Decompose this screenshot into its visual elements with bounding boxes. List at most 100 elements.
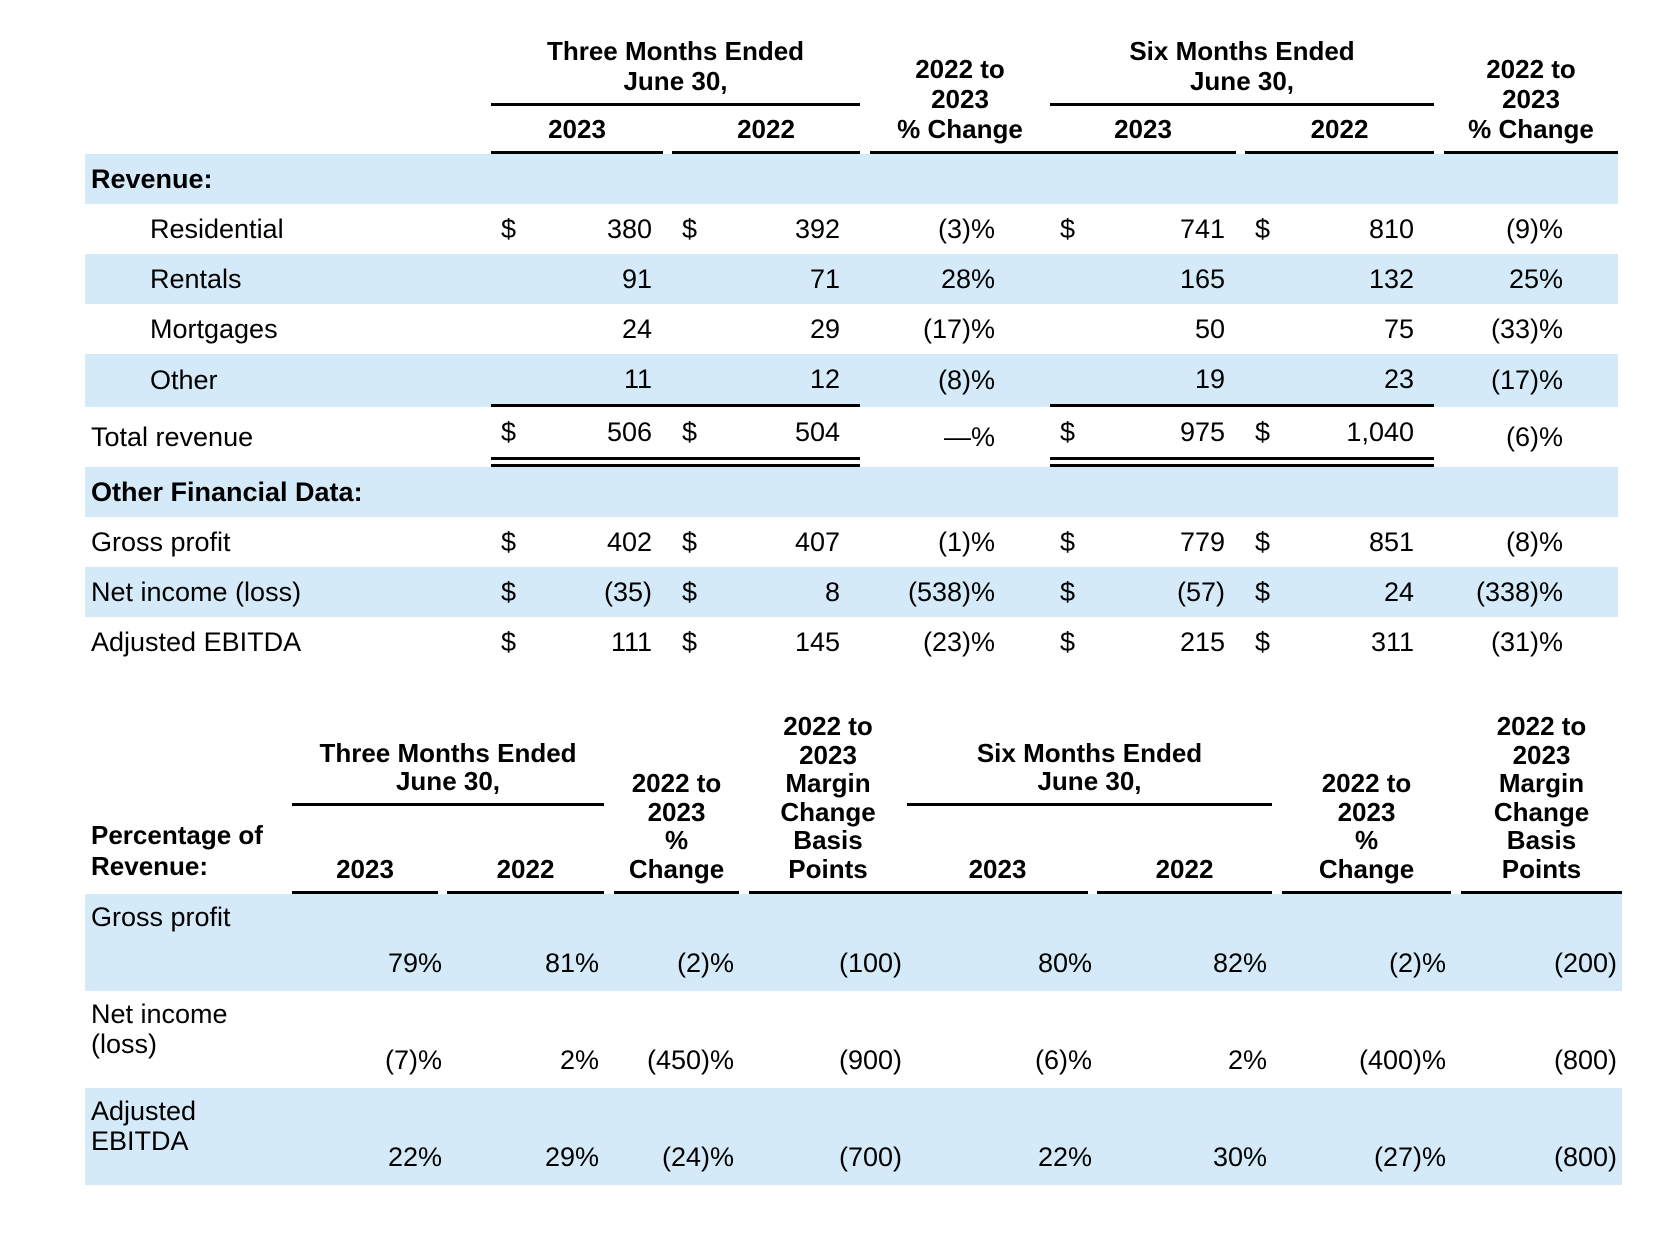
row-label: Net income (loss) xyxy=(85,567,491,617)
cell-pct-change: (2)% xyxy=(604,893,739,991)
cell-dollar: $ xyxy=(682,626,698,657)
cell-dollar: $ xyxy=(1050,407,1090,467)
cell-pct-change: (3)% xyxy=(937,213,995,244)
row-label: Gross profit xyxy=(85,893,292,991)
cell-value: (57) xyxy=(1090,567,1245,617)
row-label: Adjusted EBITDA xyxy=(85,1087,292,1185)
cell-pct-change: (24)% xyxy=(604,1087,739,1185)
cell-value: 779 xyxy=(1179,526,1225,557)
cell-value: 504 xyxy=(710,407,860,467)
cell-pct: 2% xyxy=(1227,1044,1267,1075)
table2-header-groups: Percentage of Revenue: Three Months Ende… xyxy=(85,712,1622,894)
cell-dollar xyxy=(491,354,529,407)
cell-dollar xyxy=(491,254,529,304)
table2-header-years: 2023 2022 2023 2022 xyxy=(85,806,1622,894)
cell-dollar xyxy=(672,354,710,407)
row-label: Adjusted EBITDA xyxy=(91,626,302,657)
table-row-gross-profit: Gross profit $ 402 $ 407 (1)% $ 779 $ 85… xyxy=(85,517,1618,567)
cell-pct-change: (338)% xyxy=(1434,567,1618,617)
pct-change-header-left: 2022 to 2023 % Change xyxy=(604,712,739,894)
row-label: Rentals xyxy=(85,254,491,304)
cell-dollar: $ xyxy=(1245,407,1285,467)
table-row-net-income-loss: Net income (loss) $ (35) $ 8 (538)% $ (5… xyxy=(85,567,1618,617)
cell-value: 975 xyxy=(1090,407,1245,467)
cell-value: 23 xyxy=(1285,354,1434,407)
cell-dollar: $ xyxy=(682,526,698,557)
cell-dollar: $ xyxy=(1255,626,1271,657)
table-row-adjusted-ebitda: Adjusted EBITDA $ 111 $ 145 (23)% $ 215 … xyxy=(85,617,1618,667)
cell-dollar: $ xyxy=(1060,626,1076,657)
six-months-group-header: Six Months Ended June 30, xyxy=(1050,22,1434,106)
cell-pct: 80% xyxy=(907,893,1097,991)
table-row-adjusted-ebitda-pct: Adjusted EBITDA 22% 29% (24)% (700) 22% … xyxy=(85,1087,1622,1185)
pct-change-label-left: 2022 to 2023 % Change xyxy=(870,54,1050,154)
cell-value: 11 xyxy=(529,354,672,407)
cell-dollar xyxy=(491,304,529,354)
cell-dollar: $ xyxy=(501,213,517,244)
year-header-2023-three: 2023 xyxy=(491,106,672,154)
cell-pct-change: (17)% xyxy=(1434,354,1618,407)
year-header-2022-six: 2022 xyxy=(1245,106,1434,154)
cell-value: 12 xyxy=(710,354,860,407)
three-months-label: Three Months Ended June 30, xyxy=(292,738,604,806)
year-header-2022-three: 2022 xyxy=(672,106,860,154)
cell-pct-change: 25% xyxy=(1434,254,1618,304)
cell-pct: 30% xyxy=(1097,1087,1272,1185)
cell-dollar: $ xyxy=(682,213,698,244)
table-row-gross-profit-pct: Gross profit 79% 81% (2)% (100) 80% 82% … xyxy=(85,893,1622,991)
cell-pct: 79% xyxy=(292,893,447,991)
cell-pct-change: (400)% xyxy=(1358,1044,1446,1075)
cell-value: 165 xyxy=(1090,254,1245,304)
table1-header-years: 2023 2022 2023 2022 xyxy=(85,106,1618,154)
cell-dollar: $ xyxy=(491,407,529,467)
cell-dollar: $ xyxy=(1245,567,1285,617)
cell-basis-points: (800) xyxy=(1553,1044,1617,1075)
pct-change-label-right: 2022 to 2023 % Change xyxy=(1282,769,1451,894)
table1-header-groups: Three Months Ended June 30, 2022 to 2023… xyxy=(85,22,1618,154)
cell-value: 145 xyxy=(794,626,840,657)
cell-pct: (6)% xyxy=(1034,1044,1092,1075)
cell-value: 91 xyxy=(529,254,672,304)
cell-pct-change: (6)% xyxy=(1505,421,1563,452)
row-label: Other xyxy=(85,354,491,407)
cell-basis-points: (900) xyxy=(838,1044,902,1075)
percentage-of-revenue-table: Percentage of Revenue: Three Months Ende… xyxy=(85,712,1622,1185)
cell-value: 29 xyxy=(809,313,840,344)
six-months-group-header: Six Months Ended June 30, xyxy=(907,712,1272,806)
cell-dollar xyxy=(1245,304,1285,354)
cell-basis-points: (100) xyxy=(739,893,907,991)
cell-dollar: $ xyxy=(672,567,710,617)
three-months-group-header: Three Months Ended June 30, xyxy=(292,712,604,806)
cell-value: 392 xyxy=(794,213,840,244)
section-label: Revenue: xyxy=(85,154,1618,204)
table-row-residential: Residential $ 380 $ 392 (3)% $ 741 $ 810… xyxy=(85,204,1618,254)
cell-pct: (7)% xyxy=(384,1044,442,1075)
cell-dollar: $ xyxy=(501,526,517,557)
cell-basis-points: (200) xyxy=(1451,893,1622,991)
cell-pct: 29% xyxy=(447,1087,604,1185)
cell-basis-points: (800) xyxy=(1451,1087,1622,1185)
year-header-2022-six: 2022 xyxy=(1097,806,1272,894)
table-row-rentals: Rentals 91 71 28% 165 132 25% xyxy=(85,254,1618,304)
cell-pct-change: (450)% xyxy=(646,1044,734,1075)
margin-change-header-right: 2022 to 2023 Margin Change Basis Points xyxy=(1451,712,1622,894)
six-months-label: Six Months Ended June 30, xyxy=(907,738,1272,806)
cell-value: 8 xyxy=(710,567,860,617)
row-label: Total revenue xyxy=(91,421,254,452)
cell-value: 311 xyxy=(1370,626,1414,657)
corner-spacer xyxy=(85,22,491,154)
row-label: Residential xyxy=(150,213,284,244)
margin-change-label-left: 2022 to 2023 Margin Change Basis Points xyxy=(749,712,907,894)
table-row-other: Other 11 12 (8)% 19 23 (17)% xyxy=(85,354,1618,407)
cell-dollar xyxy=(1245,254,1285,304)
row-label: Gross profit xyxy=(91,526,231,557)
cell-value: 741 xyxy=(1179,213,1225,244)
cell-dollar: $ xyxy=(501,626,517,657)
section-label: Other Financial Data: xyxy=(85,467,1618,517)
margin-change-label-right: 2022 to 2023 Margin Change Basis Points xyxy=(1461,712,1622,894)
three-months-label: Three Months Ended June 30, xyxy=(491,36,860,106)
cell-dollar xyxy=(1245,354,1285,407)
cell-value: 24 xyxy=(621,313,652,344)
cell-value: 132 xyxy=(1285,254,1434,304)
